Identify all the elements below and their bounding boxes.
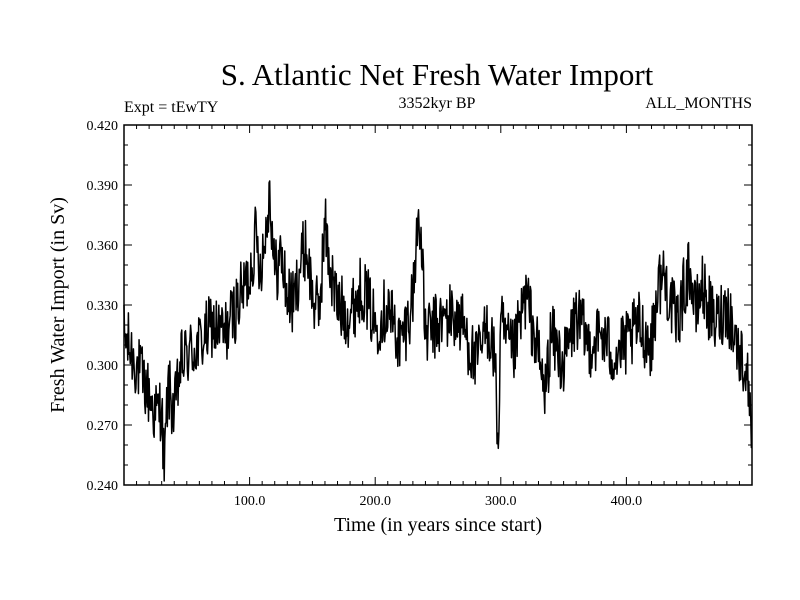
x-axis-label: Time (in years since start) bbox=[334, 514, 542, 536]
plot-frame bbox=[123, 124, 753, 486]
x-tick-label: 300.0 bbox=[485, 494, 517, 509]
x-tick-label: 200.0 bbox=[359, 494, 391, 509]
x-tick-label: 100.0 bbox=[234, 494, 266, 509]
y-tick-label: 0.360 bbox=[87, 239, 119, 254]
y-tick-label: 0.270 bbox=[87, 419, 119, 434]
chart-subtitle-left: Expt = tEwTY bbox=[124, 99, 219, 116]
chart-subtitle-center: 3352kyr BP bbox=[399, 95, 476, 112]
y-tick-label: 0.330 bbox=[87, 299, 119, 314]
y-axis-label: Fresh Water Import (in Sv) bbox=[47, 197, 69, 413]
chart-title: S. Atlantic Net Fresh Water Import bbox=[221, 57, 654, 92]
y-tick-label: 0.300 bbox=[87, 359, 119, 374]
y-tick-label: 0.390 bbox=[87, 179, 119, 194]
chart-subtitle-right: ALL_MONTHS bbox=[645, 95, 752, 112]
x-tick-label: 400.0 bbox=[611, 494, 643, 509]
y-tick-label: 0.420 bbox=[87, 119, 119, 134]
y-tick-label: 0.240 bbox=[87, 479, 119, 494]
x-axis: 100.0 200.0 300.0 400.0 bbox=[136, 125, 740, 509]
series-line bbox=[123, 180, 753, 482]
